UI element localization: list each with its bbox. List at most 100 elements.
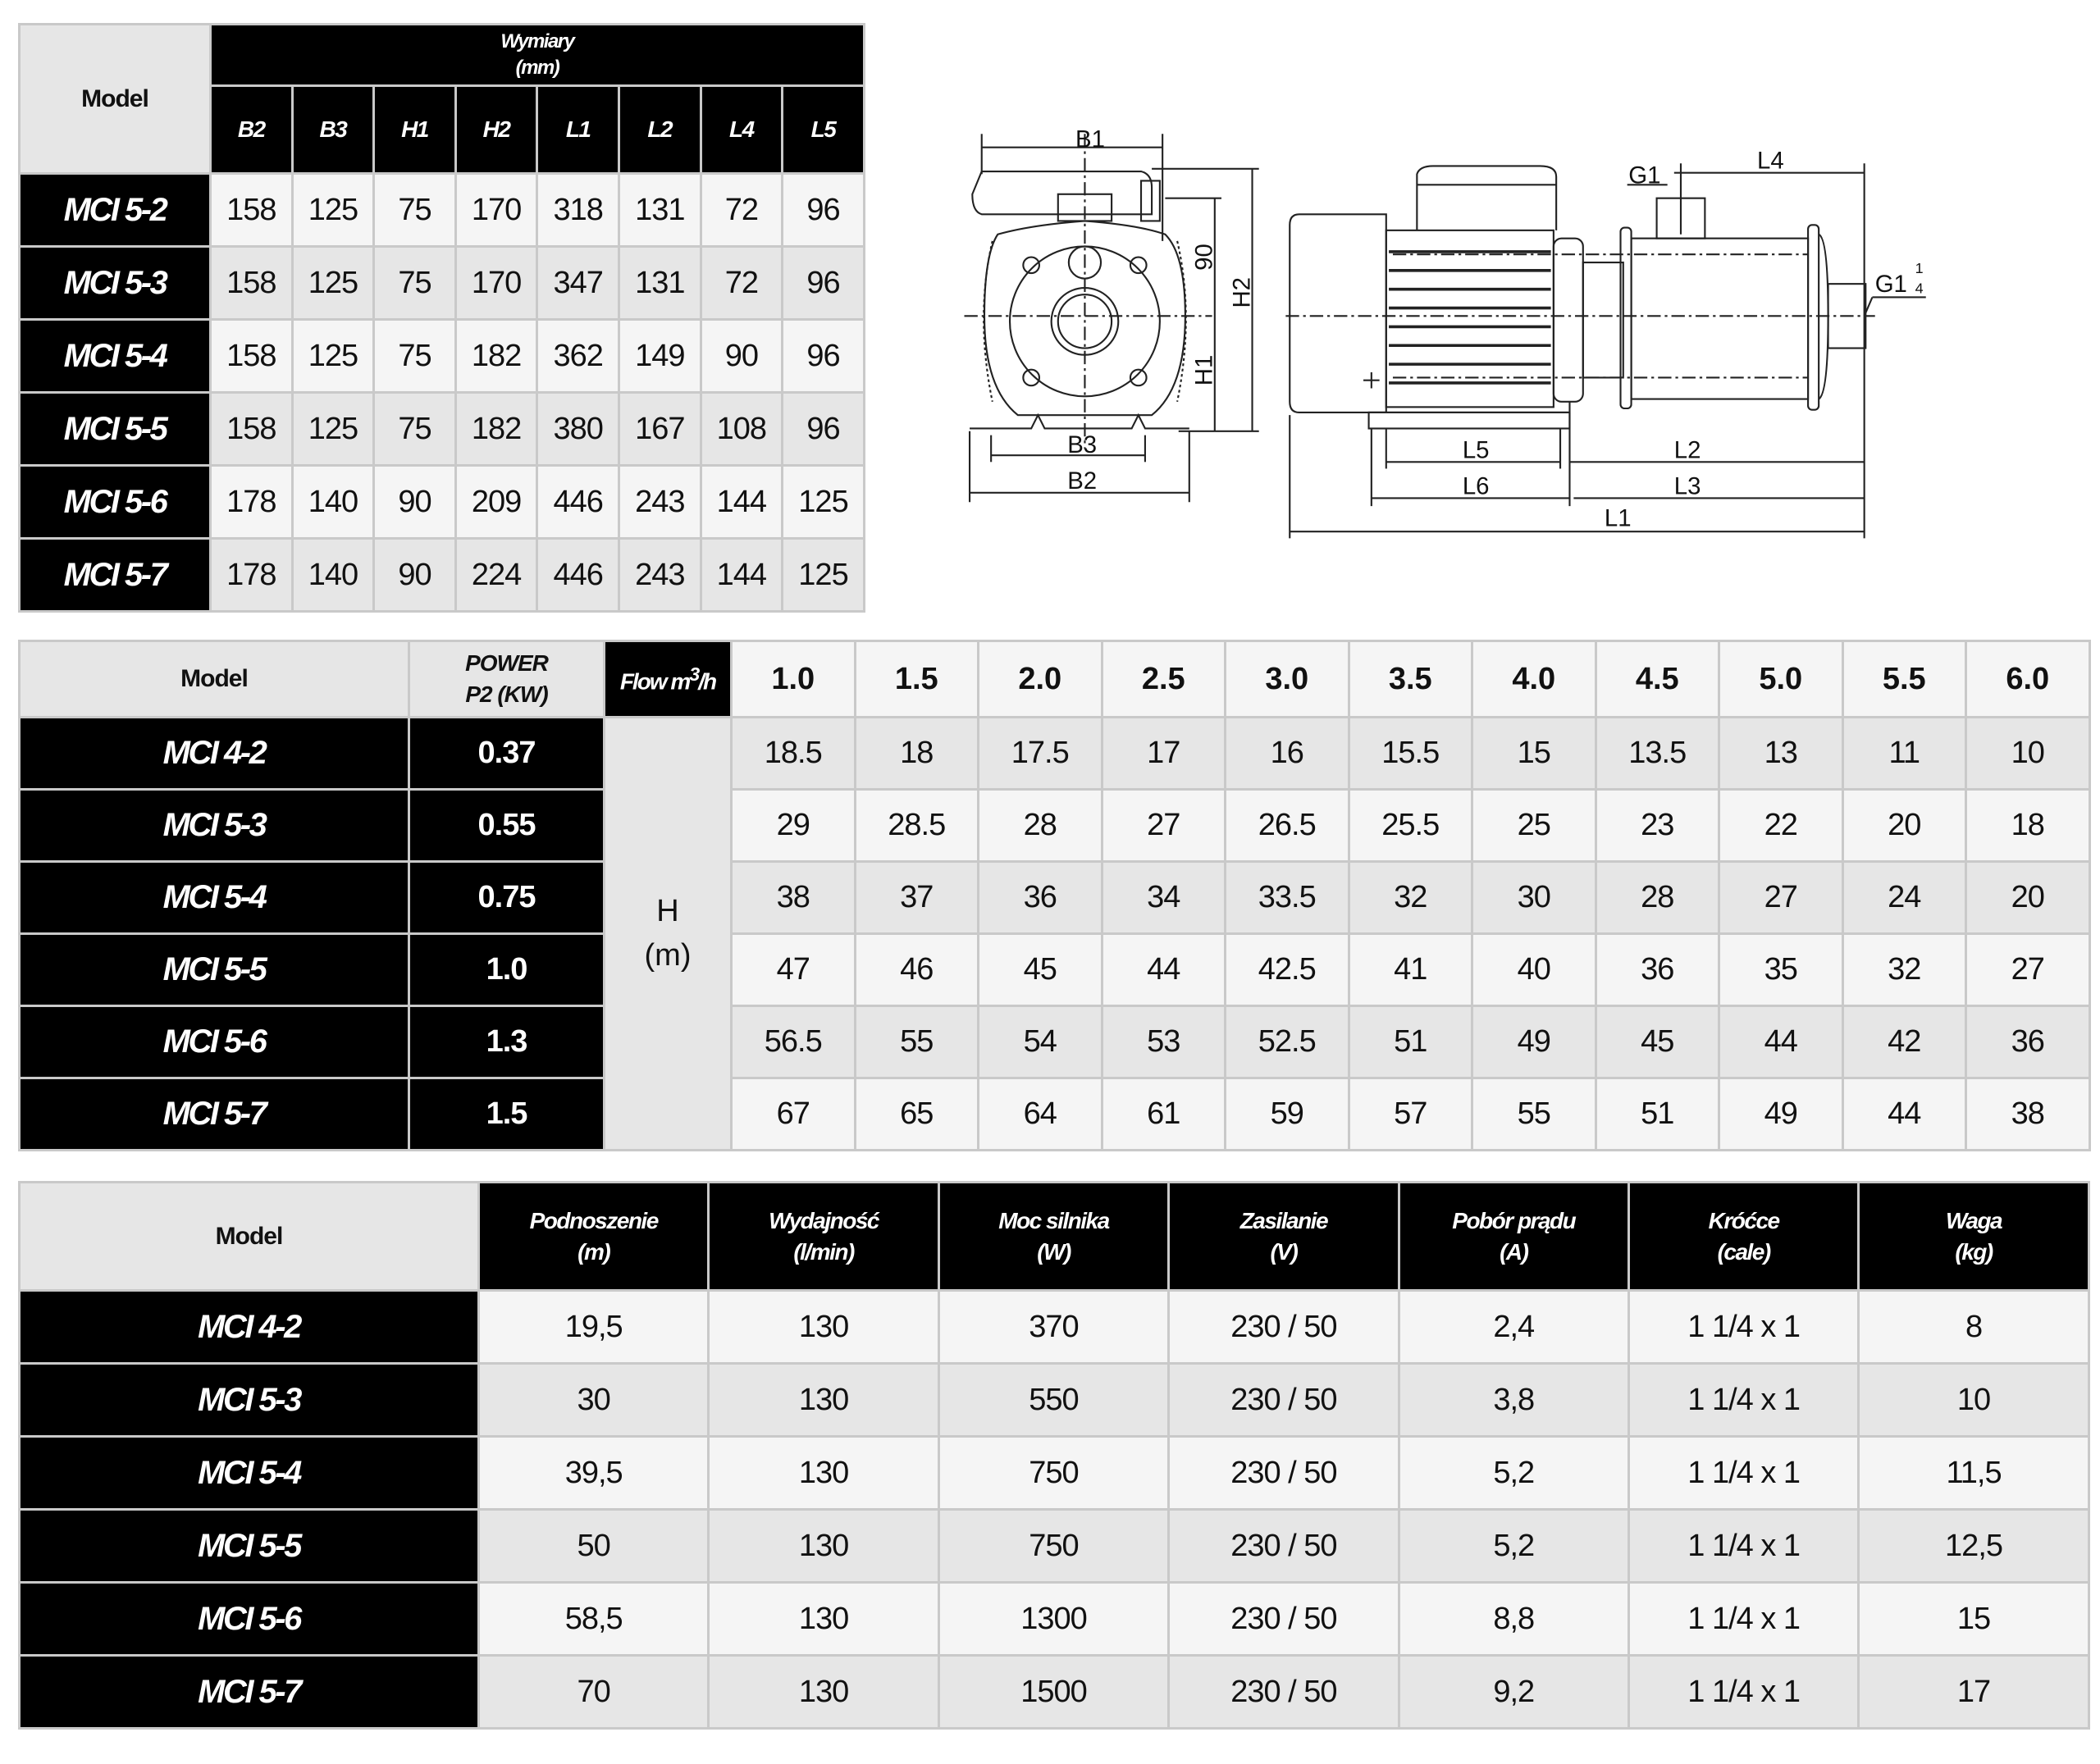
column-name: Podnoszenie [529,1207,660,1233]
value-cell: 362 [536,318,620,394]
value-cell: 96 [781,391,865,467]
value-cell: 96 [781,318,865,394]
value-cell: 170 [454,172,539,248]
value-cell: 72 [699,172,784,248]
head-value-cell: 49 [1471,1005,1597,1079]
value-cell: 158 [209,245,294,321]
label-l1: L1 [1605,505,1632,532]
column-header-l4: L4 [699,84,784,175]
value-cell: 17 [1857,1654,2090,1730]
head-value-cell: 61 [1100,1077,1226,1151]
table-row: MCI 5-6 58,5 130 1300 230 / 50 8,8 1 1/4 x 1 15 [18,1581,2090,1657]
value-cell: 8,8 [1397,1581,1630,1657]
table-row: MCI 5-3 158 125 75 170 347 131 72 96 [18,245,865,321]
table-row: MCI 5-3 0.55 29 28.5 28 27 26.5 25.5 25 23 22 20 18 [18,788,2091,863]
value-cell: 140 [290,537,376,613]
head-unit: (m) [644,937,692,973]
model-cell: MCI 5-7 [18,537,212,613]
head-value-cell: 52.5 [1224,1005,1350,1079]
value-cell: 19,5 [477,1289,710,1365]
value-cell: 125 [781,537,865,613]
table-row: MCI 5-7 178 140 90 224 446 243 144 125 [18,537,865,613]
value-cell: 230 / 50 [1167,1289,1400,1365]
label-l5: L5 [1463,436,1490,463]
column-header-b2: B2 [209,84,294,175]
head-value-cell: 46 [853,932,979,1007]
head-value-cell: 41 [1347,932,1473,1007]
head-value-cell: 30 [1471,860,1597,935]
value-cell: 380 [536,391,620,467]
head-value-cell: 42 [1841,1005,1967,1079]
value-cell: 125 [290,172,376,248]
table-row: MCI 5-2 158 125 75 170 318 131 72 96 [18,172,865,248]
head-value-cell: 28 [977,788,1103,863]
label-90: 90 [1191,244,1218,271]
table-row: MCI 5-5 50 130 750 230 / 50 5,2 1 1/4 x 1 12,5 [18,1508,2090,1584]
value-cell: 72 [699,245,784,321]
column-header: Pobór prądu (A) [1397,1181,1630,1292]
flow-value-header: 1.5 [853,640,979,718]
head-value-cell: 25 [1471,788,1597,863]
model-cell: MCI 5-2 [18,172,212,248]
head-value-cell: 15 [1471,716,1597,791]
value-cell: 370 [937,1289,1171,1365]
flow-value-header: 6.0 [1965,640,2091,718]
model-cell: MCI 5-5 [18,932,410,1007]
value-cell: 2,4 [1397,1289,1630,1365]
flow-value-header: 4.0 [1471,640,1597,718]
value-cell: 230 / 50 [1167,1654,1400,1730]
flow-unit: /h [698,668,717,695]
model-header: Model [18,23,212,175]
column-unit: (V) [1270,1238,1298,1265]
flow-value-header: 4.5 [1594,640,1720,718]
value-cell: 90 [699,318,784,394]
value-cell: 96 [781,245,865,321]
column-name: Moc silnika [998,1207,1110,1233]
head-value-cell: 35 [1718,932,1844,1007]
value-cell: 170 [454,245,539,321]
head-label: H [656,894,679,929]
value-cell: 1 1/4 x 1 [1627,1362,1860,1438]
table-row: MCI 4-2 0.37 H (m) 18.5 18 17.5 17 16 15.5 15 13.5 1… [18,716,2091,1151]
head-value-cell: 45 [977,932,1103,1007]
head-value-cell: 11 [1841,716,1967,791]
label-frac-den: 4 [1915,280,1924,297]
flow-value-header: 3.5 [1347,640,1473,718]
column-unit: (kg) [1955,1238,1993,1265]
value-cell: 75 [372,318,457,394]
value-cell: 446 [536,537,620,613]
table-row: MCI 5-7 70 130 1500 230 / 50 9,2 1 1/4 x 1 17 [18,1654,2090,1730]
flow-label: Flow m [619,668,691,695]
value-cell: 70 [477,1654,710,1730]
head-value-cell: 32 [1841,932,1967,1007]
value-cell: 75 [372,172,457,248]
head-value-cell: 36 [1965,1005,2091,1079]
flow-sup: 3 [689,663,700,685]
value-cell: 149 [617,318,702,394]
head-value-cell: 54 [977,1005,1103,1079]
head-value-cell: 18 [853,716,979,791]
value-cell: 182 [454,391,539,467]
value-cell: 144 [699,537,784,613]
value-cell: 90 [372,537,457,613]
model-header: Model [18,1181,480,1292]
value-cell: 158 [209,391,294,467]
head-label-cell: H (m) [603,716,733,1151]
head-value-cell: 59 [1224,1077,1350,1151]
head-value-cell: 51 [1594,1077,1720,1151]
column-header: Zasilanie (V) [1167,1181,1400,1292]
column-header: Króćce (cale) [1627,1181,1860,1292]
head-value-cell: 24 [1841,860,1967,935]
column-name: Króćce [1708,1207,1780,1233]
column-header-h2: H2 [454,84,539,175]
value-cell: 9,2 [1397,1654,1630,1730]
label-b3: B3 [1067,431,1097,458]
power-cell: 1.5 [408,1077,605,1151]
value-cell: 1300 [937,1581,1171,1657]
value-cell: 130 [707,1581,940,1657]
head-value-cell: 18 [1965,788,2091,863]
model-cell: MCI 5-4 [18,860,410,935]
head-value-cell: 64 [977,1077,1103,1151]
front-view [964,134,1259,503]
